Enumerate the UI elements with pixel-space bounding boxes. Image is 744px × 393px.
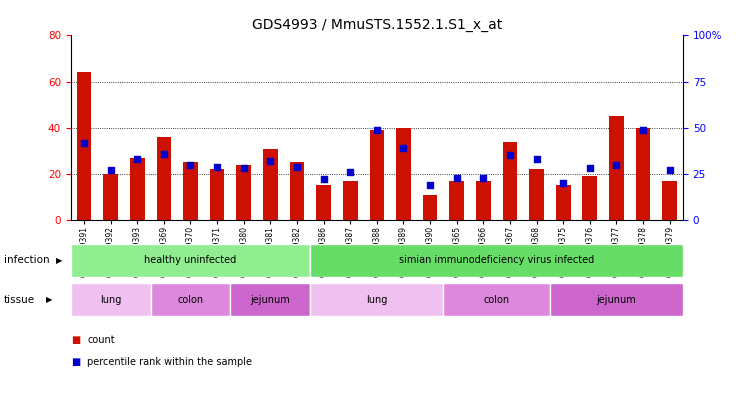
Bar	[370, 130, 384, 220]
Point	[185, 162, 196, 168]
Text: ■: ■	[71, 335, 80, 345]
Bar	[310, 244, 683, 277]
Point	[557, 180, 569, 186]
Text: colon: colon	[177, 295, 204, 305]
Point	[397, 145, 409, 151]
Point	[158, 151, 170, 157]
Point	[424, 182, 436, 188]
Bar	[529, 169, 544, 220]
Bar	[609, 116, 623, 220]
Text: GDS4993 / MmuSTS.1552.1.S1_x_at: GDS4993 / MmuSTS.1552.1.S1_x_at	[251, 18, 502, 32]
Bar	[310, 283, 443, 316]
Point	[291, 163, 303, 170]
Point	[211, 163, 223, 170]
Bar	[130, 158, 144, 220]
Bar	[449, 181, 464, 220]
Bar	[556, 185, 571, 220]
Point	[611, 162, 623, 168]
Bar	[210, 169, 225, 220]
Text: colon: colon	[484, 295, 510, 305]
Point	[664, 167, 676, 173]
Bar	[343, 181, 358, 220]
Bar	[77, 72, 92, 220]
Bar	[183, 162, 198, 220]
Text: ■: ■	[71, 356, 80, 367]
Point	[478, 174, 490, 181]
Bar	[423, 195, 437, 220]
Bar	[443, 283, 550, 316]
Text: lung: lung	[366, 295, 388, 305]
Point	[78, 140, 90, 146]
Point	[238, 165, 250, 171]
Bar	[263, 149, 278, 220]
Bar	[550, 283, 683, 316]
Text: infection: infection	[4, 255, 49, 265]
Text: percentile rank within the sample: percentile rank within the sample	[87, 356, 252, 367]
Point	[504, 152, 516, 159]
Bar	[71, 283, 150, 316]
Bar	[150, 283, 231, 316]
Text: jejunum: jejunum	[251, 295, 290, 305]
Point	[584, 165, 596, 171]
Bar	[476, 181, 490, 220]
Text: ▶: ▶	[46, 295, 53, 304]
Point	[105, 167, 117, 173]
Bar	[156, 137, 171, 220]
Bar	[71, 244, 310, 277]
Bar	[396, 128, 411, 220]
Bar	[583, 176, 597, 220]
Point	[530, 156, 542, 162]
Bar	[316, 185, 331, 220]
Point	[371, 127, 383, 133]
Bar	[237, 165, 251, 220]
Text: tissue: tissue	[4, 295, 35, 305]
Text: jejunum: jejunum	[597, 295, 636, 305]
Point	[344, 169, 356, 175]
Text: healthy uninfected: healthy uninfected	[144, 255, 237, 265]
Text: lung: lung	[100, 295, 121, 305]
Bar	[231, 283, 310, 316]
Point	[131, 156, 143, 162]
Text: count: count	[87, 335, 115, 345]
Bar	[503, 141, 517, 220]
Bar	[662, 181, 677, 220]
Bar	[635, 128, 650, 220]
Point	[318, 176, 330, 183]
Point	[451, 174, 463, 181]
Point	[264, 158, 276, 164]
Bar	[289, 162, 304, 220]
Text: simian immunodeficiency virus infected: simian immunodeficiency virus infected	[399, 255, 594, 265]
Text: ▶: ▶	[56, 256, 62, 265]
Point	[637, 127, 649, 133]
Bar	[103, 174, 118, 220]
